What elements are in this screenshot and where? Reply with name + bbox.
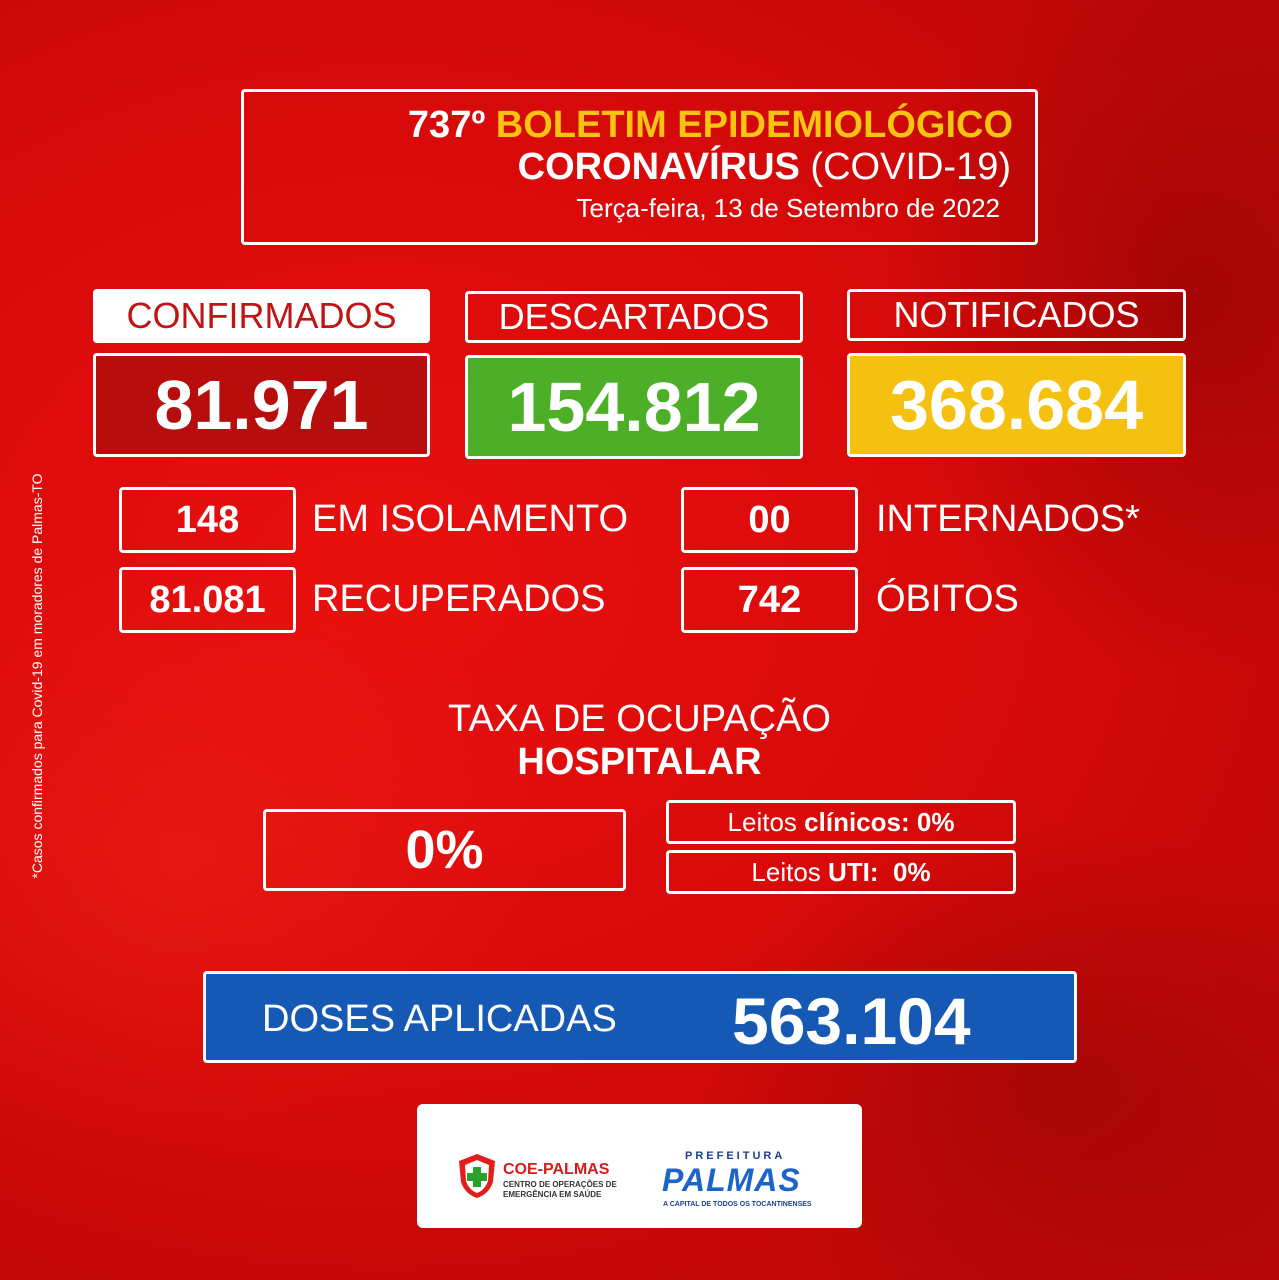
- coe-line2: EMERGÊNCIA EM SAÚDE: [503, 1190, 602, 1199]
- leitos-clinicos-value: 0%: [909, 806, 955, 837]
- edition-number: 737º: [407, 104, 486, 146]
- recuperados-value-box: 81.081: [119, 567, 296, 633]
- descartados-label-box: DESCARTADOS: [465, 291, 803, 343]
- leitos-uti-value: 0%: [878, 856, 931, 887]
- confirmados-label: CONFIRMADOS: [126, 295, 397, 336]
- title-text: BOLETIM EPIDEMIOLÓGICO: [495, 104, 1013, 146]
- obitos-value: 742: [737, 578, 802, 621]
- occupancy-title-line1: TAXA DE OCUPAÇÃO: [448, 698, 831, 740]
- internados-label: INTERNADOS*: [876, 498, 1140, 540]
- internados-value: 00: [748, 498, 791, 541]
- bulletin-title: 737º BOLETIM EPIDEMIOLÓGICO: [408, 104, 1013, 147]
- leitos-uti-prefix: Leitos: [751, 856, 829, 887]
- recuperados-label: RECUPERADOS: [312, 578, 606, 620]
- recuperados-value: 81.081: [149, 578, 266, 621]
- occupancy-total-value: 0%: [405, 820, 484, 880]
- logo-panel: COE-PALMAS CENTRO DE OPERAÇÕES DE EMERGÊ…: [417, 1104, 862, 1228]
- confirmados-value: 81.971: [154, 366, 369, 444]
- coe-name: COE-PALMAS: [503, 1161, 610, 1178]
- notificados-value: 368.684: [889, 366, 1144, 444]
- coe-line1: CENTRO DE OPERAÇÕES DE: [503, 1180, 617, 1189]
- descartados-value-box: 154.812: [465, 355, 803, 459]
- coe-shield-icon: [459, 1154, 495, 1198]
- confirmados-value-box: 81.971: [93, 353, 430, 457]
- leitos-uti-box: Leitos UTI: 0%: [666, 850, 1016, 894]
- leitos-clinicos-box: Leitos clínicos: 0%: [666, 800, 1016, 844]
- doses-label: DOSES APLICADAS: [262, 998, 617, 1040]
- isolamento-label: EM ISOLAMENTO: [312, 498, 629, 540]
- occupancy-total-box: 0%: [263, 809, 626, 891]
- header-box: [241, 89, 1038, 245]
- descartados-value: 154.812: [507, 368, 761, 446]
- descartados-label: DESCARTADOS: [498, 296, 770, 337]
- isolamento-value-box: 148: [119, 487, 296, 553]
- internados-value-box: 00: [681, 487, 858, 553]
- obitos-value-box: 742: [681, 567, 858, 633]
- pref-tagline: A CAPITAL DE TODOS OS TOCANTINENSES: [663, 1201, 812, 1208]
- notificados-label-box: NOTIFICADOS: [847, 289, 1186, 341]
- coe-logo: [455, 1152, 499, 1200]
- side-note: *Casos confirmados para Covid-19 em mora…: [29, 473, 45, 879]
- leitos-uti-bold: UTI:: [828, 856, 879, 887]
- confirmados-label-box: CONFIRMADOS: [93, 289, 430, 343]
- doses-value: 563.104: [732, 984, 971, 1058]
- notificados-label: NOTIFICADOS: [893, 294, 1140, 335]
- leitos-clinicos-bold: clínicos:: [804, 806, 910, 837]
- obitos-label: ÓBITOS: [876, 578, 1019, 620]
- pref-top: PREFEITURA: [685, 1150, 786, 1162]
- notificados-value-box: 368.684: [847, 353, 1186, 457]
- pref-name: PALMAS: [662, 1162, 801, 1198]
- subtitle-bold: CORONAVÍRUS: [517, 146, 800, 188]
- bulletin-date: Terça-feira, 13 de Setembro de 2022: [576, 193, 1000, 223]
- leitos-uti-text: Leitos UTI: 0%: [751, 857, 930, 888]
- subtitle-rest: (COVID-19): [810, 146, 1011, 188]
- doses-box: [203, 971, 1077, 1063]
- leitos-clinicos-prefix: Leitos: [727, 806, 805, 837]
- isolamento-value: 148: [175, 498, 240, 541]
- bulletin-subtitle: CORONAVÍRUS (COVID-19): [518, 146, 1011, 189]
- occupancy-title-line2: HOSPITALAR: [517, 741, 762, 783]
- leitos-clinicos-text: Leitos clínicos: 0%: [728, 807, 955, 838]
